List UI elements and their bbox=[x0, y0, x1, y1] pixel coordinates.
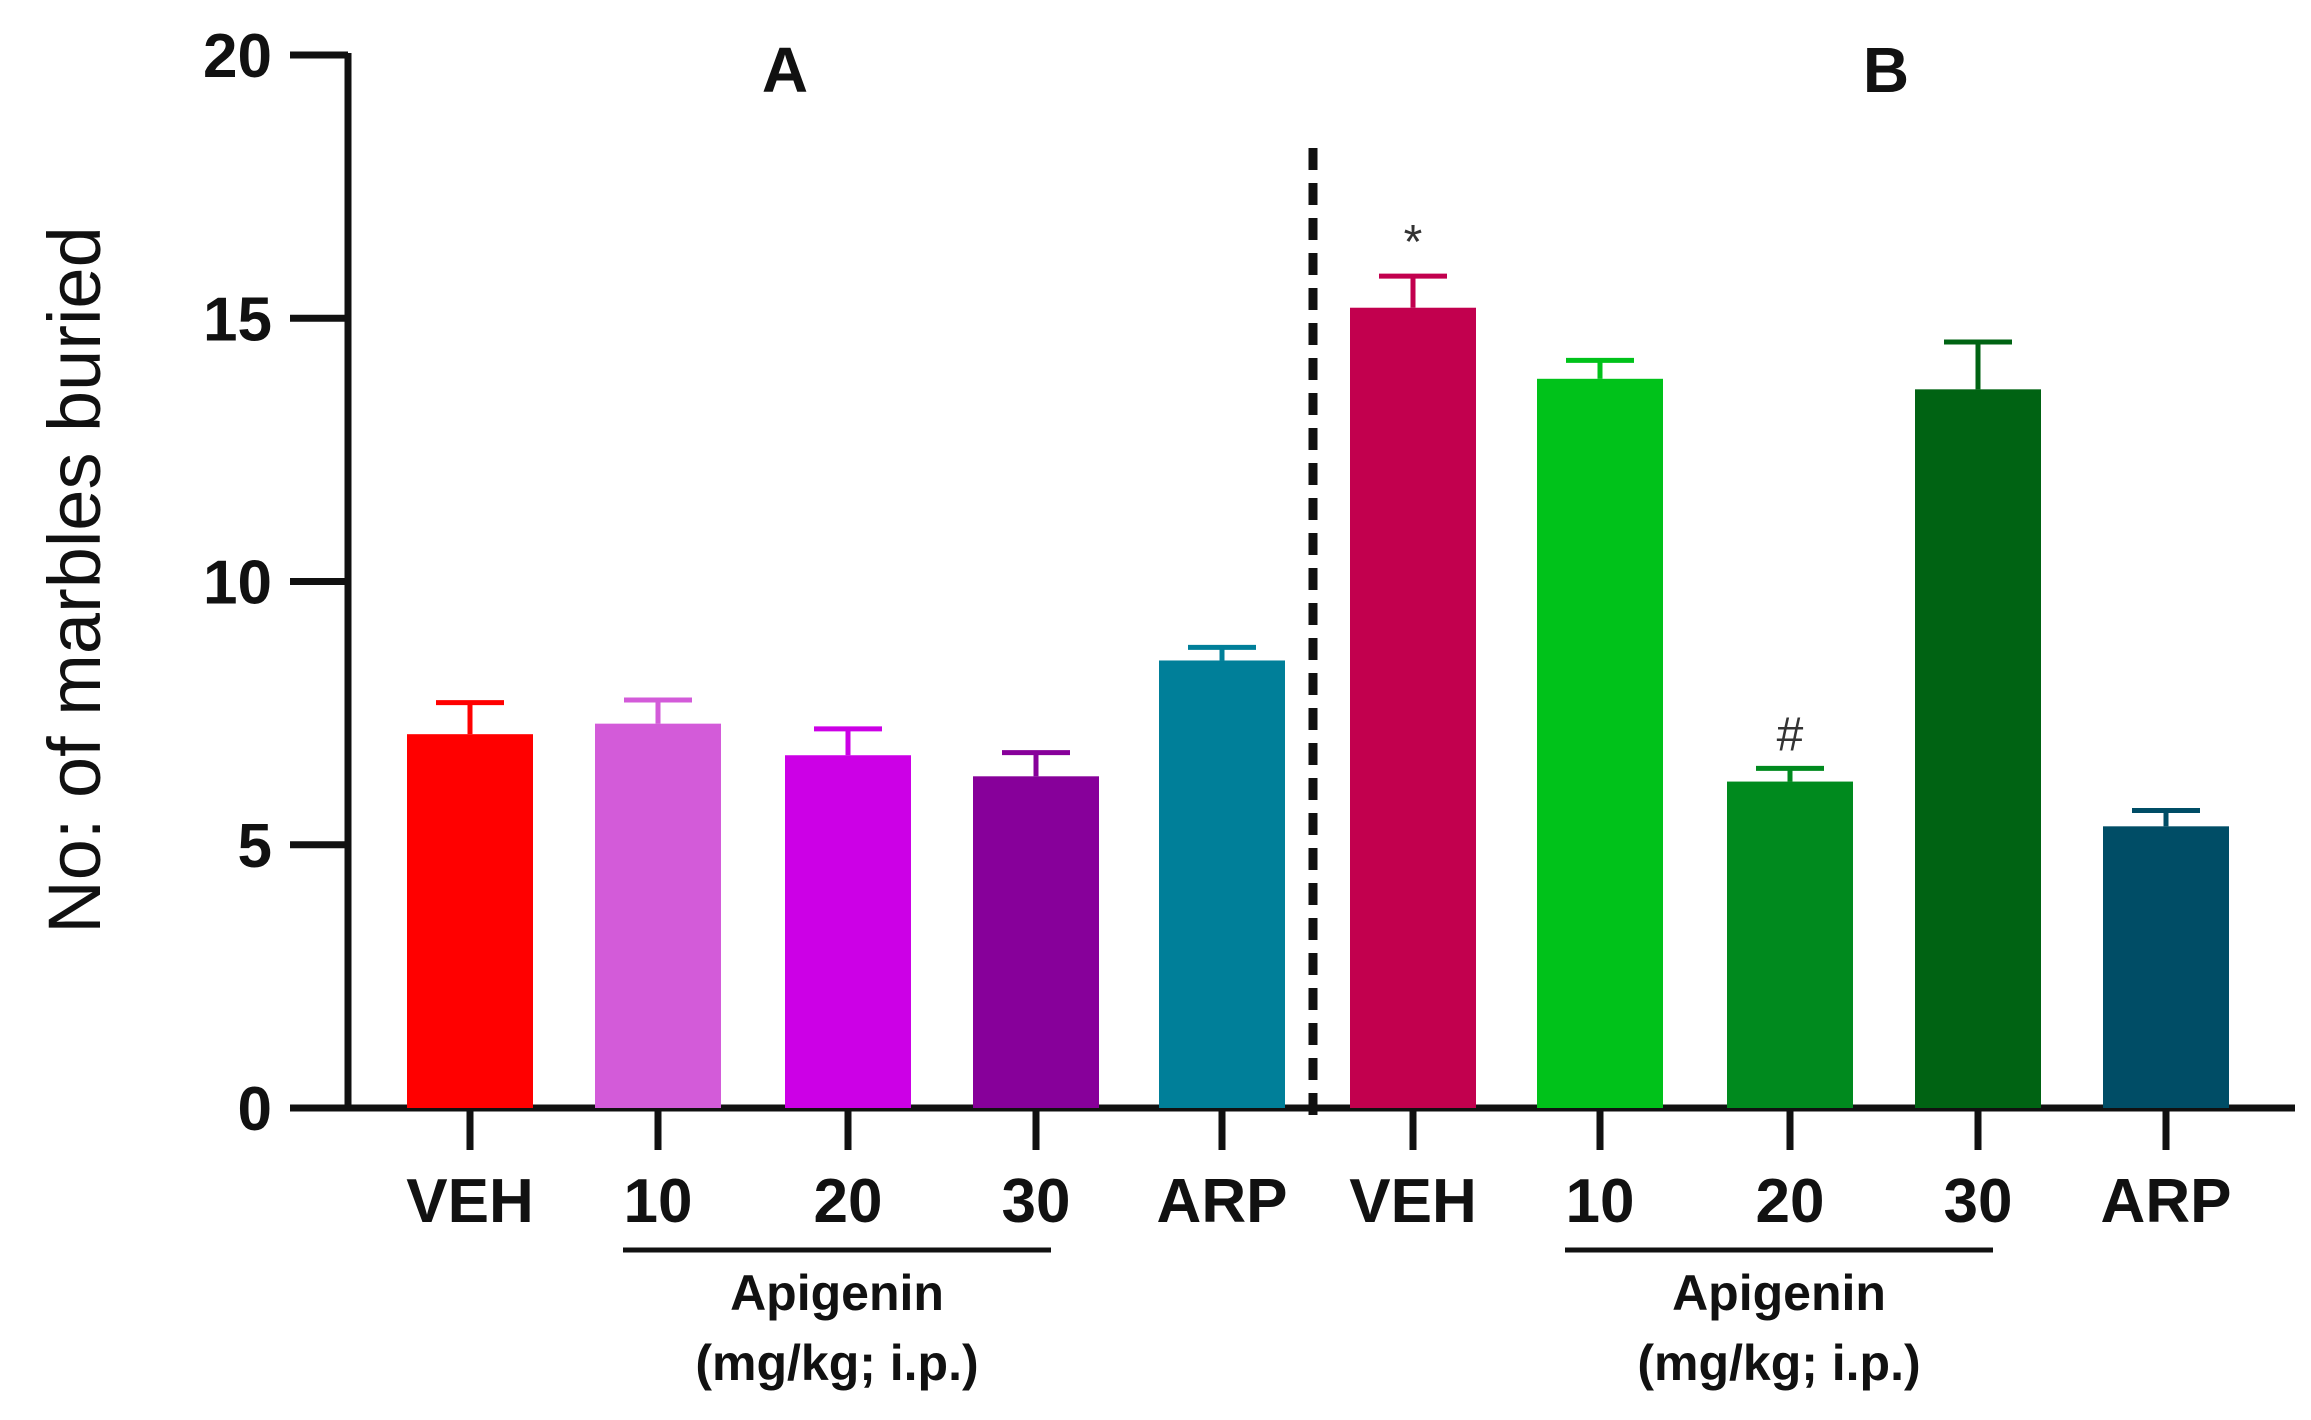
x-tick-label-a-20: 20 bbox=[814, 1167, 883, 1236]
panel-label-b: B bbox=[1863, 34, 1909, 106]
group-label-a: Apigenin bbox=[730, 1265, 944, 1321]
bar-b-20 bbox=[1727, 781, 1853, 1108]
x-tick-label-b-30: 30 bbox=[1944, 1167, 2013, 1236]
bar-b-veh bbox=[1350, 307, 1476, 1109]
x-tick-label-b-10: 10 bbox=[1566, 1167, 1635, 1236]
y-tick-label-10: 10 bbox=[203, 549, 272, 618]
bar-a-10 bbox=[595, 723, 721, 1108]
group-label-b: Apigenin bbox=[1672, 1265, 1886, 1321]
bar-b-30 bbox=[1915, 389, 2041, 1108]
bar-a-30 bbox=[973, 776, 1099, 1108]
x-tick-label-b-veh: VEH bbox=[1349, 1167, 1476, 1236]
x-tick-label-a-10: 10 bbox=[624, 1167, 693, 1236]
x-tick-label-a-arp: ARP bbox=[1157, 1167, 1288, 1236]
x-tick-label-a-veh: VEH bbox=[406, 1167, 533, 1236]
y-axis-title: No: of marbles buried bbox=[33, 226, 116, 933]
annotation-b-veh: * bbox=[1404, 216, 1423, 269]
x-tick-label-b-20: 20 bbox=[1756, 1167, 1825, 1236]
bar-b-arp bbox=[2103, 826, 2229, 1108]
y-tick-label-0: 0 bbox=[238, 1075, 272, 1144]
x-tick-label-b-arp: ARP bbox=[2101, 1167, 2232, 1236]
group-sublabel-b: (mg/kg; i.p.) bbox=[1637, 1335, 1920, 1391]
panel-label-a: A bbox=[762, 34, 808, 106]
y-tick-label-5: 5 bbox=[238, 812, 272, 881]
group-sublabel-a: (mg/kg; i.p.) bbox=[695, 1335, 978, 1391]
bar-a-arp bbox=[1159, 660, 1285, 1108]
bar-b-10 bbox=[1537, 378, 1663, 1108]
bar-a-veh bbox=[407, 734, 533, 1108]
bar-a-20 bbox=[785, 755, 911, 1108]
annotation-b-20: # bbox=[1777, 708, 1804, 761]
y-tick-label-20: 20 bbox=[203, 22, 272, 91]
x-tick-label-a-30: 30 bbox=[1002, 1167, 1071, 1236]
y-tick-label-15: 15 bbox=[203, 285, 272, 354]
